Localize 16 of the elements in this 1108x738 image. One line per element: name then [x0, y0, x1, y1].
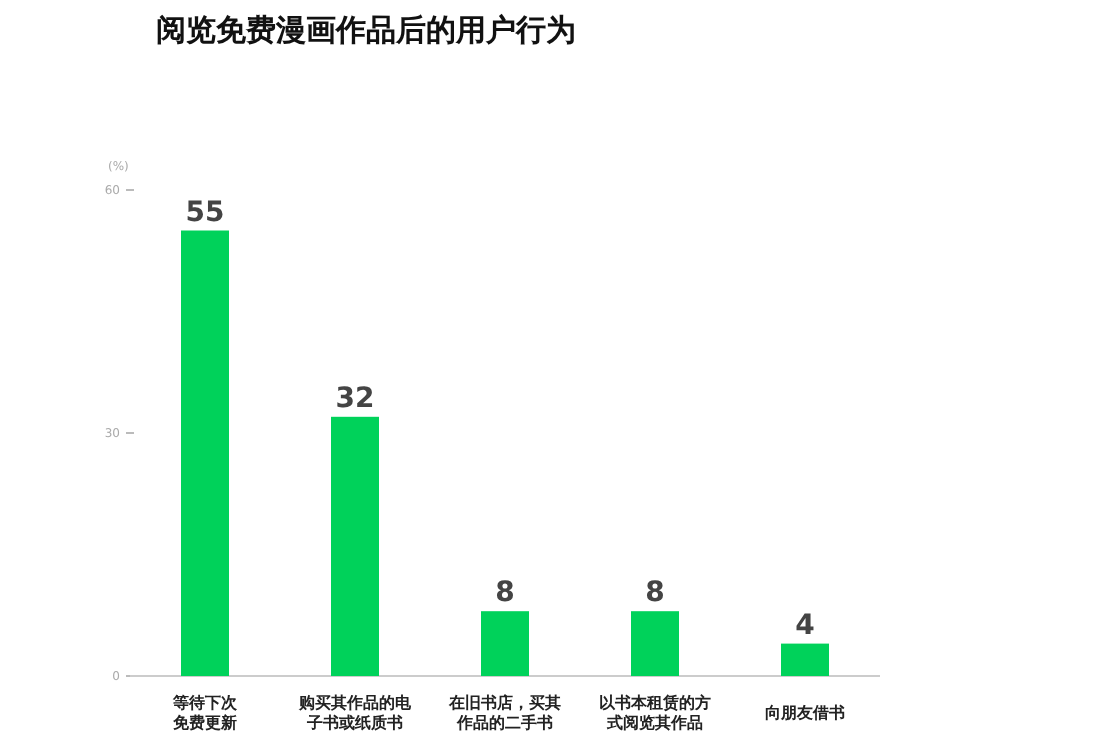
data-label: 8 — [645, 577, 665, 610]
x-tick-label: 购买其作品的电子书或纸质书 — [297, 694, 413, 732]
x-tick-label: 等待下次免费更新 — [171, 694, 239, 732]
data-label: 8 — [495, 577, 515, 610]
x-tick-label: 向朋友借书 — [765, 704, 845, 722]
data-label: 55 — [185, 196, 225, 229]
bar — [331, 416, 379, 676]
bar — [631, 611, 679, 676]
data-label: 4 — [795, 609, 816, 642]
chart-title: 阅览免费漫画作品后的用户行为 — [156, 12, 576, 48]
bar — [781, 643, 829, 676]
x-tick-label: 在旧书店，买其作品的二手书 — [447, 692, 561, 732]
data-label: 32 — [335, 382, 375, 415]
bar — [181, 230, 229, 676]
x-tick-label: 以书本租赁的方式阅览其作品 — [599, 692, 711, 732]
bar — [481, 611, 529, 676]
